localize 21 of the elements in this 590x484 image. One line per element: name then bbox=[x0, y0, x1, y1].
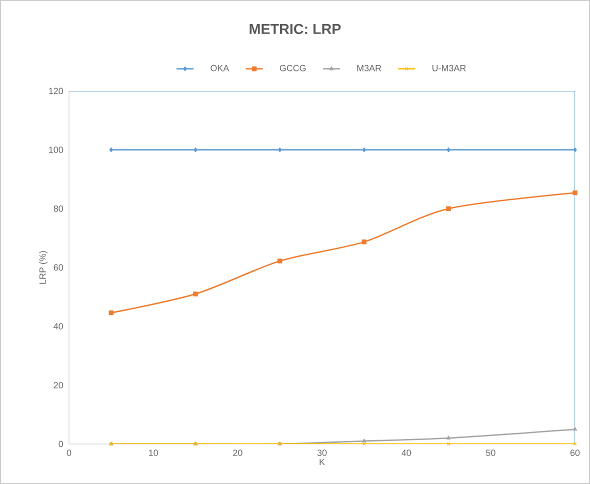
legend-label: U-M3AR bbox=[432, 64, 466, 72]
x-tick-label: 50 bbox=[486, 450, 496, 456]
x-tick-label: 30 bbox=[317, 450, 327, 456]
y-tick-label: 120 bbox=[49, 88, 64, 94]
x-axis-title: K bbox=[320, 458, 325, 466]
y-tick-label: 20 bbox=[54, 382, 64, 388]
legend-label: GCCG bbox=[280, 64, 306, 72]
y-tick-label: 80 bbox=[54, 205, 64, 212]
chart-title: METRIC: LRP bbox=[250, 24, 341, 34]
y-tick-label: 0 bbox=[58, 440, 64, 448]
legend-label: OKA bbox=[210, 64, 230, 72]
x-tick-label: 0 bbox=[66, 450, 72, 456]
y-tick-label: 100 bbox=[49, 146, 64, 153]
x-tick-label: 10 bbox=[149, 450, 158, 456]
x-tick-label: 60 bbox=[570, 450, 580, 456]
y-tick-label: 60 bbox=[54, 264, 64, 271]
x-tick-label: 40 bbox=[402, 450, 411, 456]
y-axis-title: LRP (%) bbox=[39, 251, 48, 284]
legend-label: M3AR bbox=[357, 64, 382, 72]
y-tick-label: 40 bbox=[54, 323, 64, 330]
x-tick-label: 20 bbox=[233, 450, 242, 456]
